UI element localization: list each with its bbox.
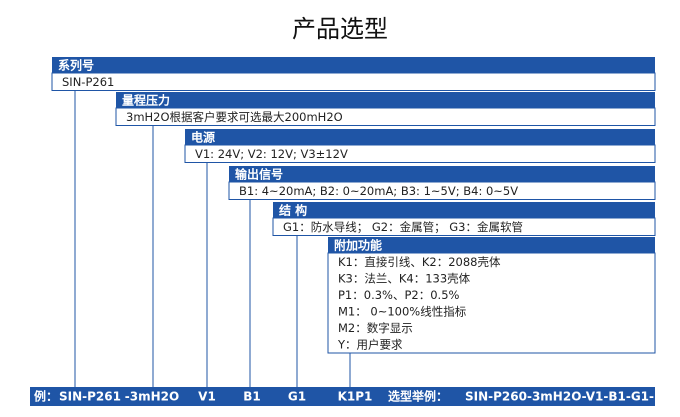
sample: SIN-P260-3mH2O-V1-B1-G1-K1-P1 — [465, 390, 680, 404]
row-line: P1：0.3%、P2：0.5% — [338, 288, 460, 302]
example-part: V1 — [198, 390, 216, 404]
row-box — [51, 72, 656, 91]
example-part: SIN-P261 — [59, 390, 121, 404]
example-part: B1 — [243, 390, 261, 404]
example-label: 例： — [34, 389, 58, 404]
row-line: SIN-P261 — [62, 75, 114, 89]
row-header-bar — [273, 202, 655, 218]
row-header-bar — [52, 57, 655, 73]
row-line: M2：数字显示 — [338, 321, 413, 335]
row-box — [327, 252, 656, 354]
row-line: M1： 0~100%线性指标 — [338, 304, 466, 318]
example-part: G1 — [288, 390, 306, 404]
row-header: 系列号 — [58, 58, 94, 73]
row-header: 输出信号 — [235, 167, 283, 182]
row-line: G1：防水导线； G2：金属管； G3：金属软管 — [283, 220, 523, 234]
row-line: K3：法兰、K4：133壳体 — [338, 271, 471, 285]
example-bar — [30, 387, 655, 406]
row-header: 量程压力 — [122, 93, 170, 108]
row-header-bar — [328, 237, 655, 253]
sample-label: 选型举例： — [388, 389, 448, 404]
row-line: 3mH2O根据客户要求可选最大200mH2O — [126, 110, 343, 124]
row-header: 附加功能 — [334, 238, 382, 253]
row-header: 结 构 — [279, 203, 307, 218]
row-line: B1: 4~20mA; B2: 0~20mA; B3: 1~5V; B4: 0~… — [239, 184, 518, 198]
example-part: -3mH2O — [125, 390, 179, 404]
row-header: 电源 — [191, 130, 215, 145]
row-line: K1：直接引线、K2：2088壳体 — [338, 255, 501, 269]
row-header-bar — [229, 166, 655, 182]
title: 产品选型 — [292, 15, 388, 43]
row-header-bar — [116, 92, 655, 108]
example-part: K1P1 — [338, 390, 373, 404]
row-line: Y：用户要求 — [337, 337, 403, 351]
row-header-bar — [185, 129, 655, 145]
row-line: V1: 24V; V2: 12V; V3±12V — [195, 147, 348, 161]
